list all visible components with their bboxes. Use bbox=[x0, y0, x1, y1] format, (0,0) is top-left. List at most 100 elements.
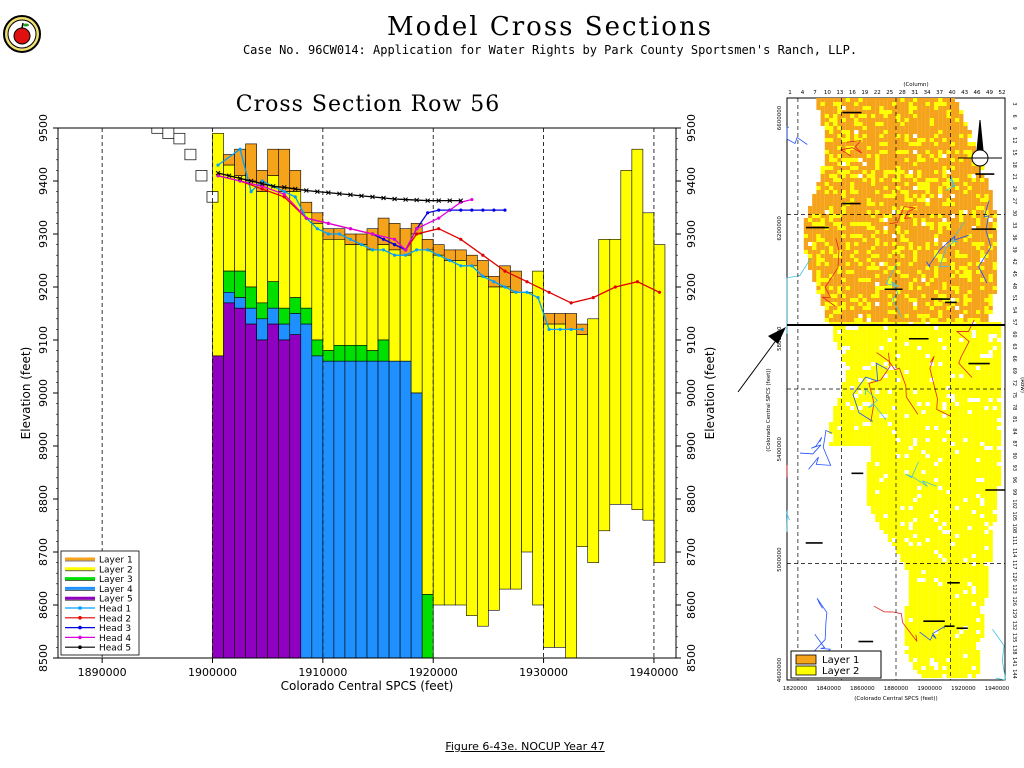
map-cell bbox=[829, 190, 834, 194]
map-cell bbox=[862, 154, 867, 158]
map-cell bbox=[980, 382, 985, 386]
map-cell bbox=[812, 234, 817, 238]
map-cell bbox=[900, 234, 905, 238]
map-cell bbox=[988, 330, 993, 334]
map-cell bbox=[858, 234, 863, 238]
map-cell bbox=[921, 426, 926, 430]
map-cell bbox=[971, 430, 976, 434]
map-cell bbox=[833, 98, 838, 102]
map-cell bbox=[892, 410, 897, 414]
map-cell bbox=[913, 186, 918, 190]
map-cell bbox=[929, 570, 934, 574]
map-cell bbox=[992, 342, 997, 346]
map-cell bbox=[929, 590, 934, 594]
map-cell bbox=[963, 366, 968, 370]
map-cell bbox=[921, 514, 926, 518]
map-cell bbox=[904, 198, 909, 202]
map-cell bbox=[896, 434, 901, 438]
map-cell bbox=[887, 394, 892, 398]
map-cell bbox=[976, 430, 981, 434]
map-cell bbox=[942, 434, 947, 438]
map-cell bbox=[879, 430, 884, 434]
map-cell bbox=[942, 586, 947, 590]
map-cell bbox=[858, 422, 863, 426]
map-cell bbox=[892, 222, 897, 226]
map-cell bbox=[875, 154, 880, 158]
map-cell bbox=[904, 206, 909, 210]
map-cell bbox=[955, 606, 960, 610]
map-cell bbox=[892, 498, 897, 502]
map-cell bbox=[833, 330, 838, 334]
map-cell bbox=[925, 114, 930, 118]
map-cell bbox=[963, 574, 968, 578]
map-cell bbox=[938, 538, 943, 542]
map-cell bbox=[854, 370, 859, 374]
map-cell bbox=[942, 474, 947, 478]
map-cell bbox=[963, 462, 968, 466]
map-cell bbox=[942, 270, 947, 274]
map-cell bbox=[980, 446, 985, 450]
map-cell bbox=[929, 442, 934, 446]
map-cell bbox=[850, 286, 855, 290]
map-cell bbox=[988, 254, 993, 258]
point-head1 bbox=[326, 232, 330, 236]
map-cell bbox=[833, 234, 838, 238]
map-cell bbox=[921, 190, 926, 194]
map-cell bbox=[896, 470, 901, 474]
map-cell bbox=[900, 442, 905, 446]
map-cell bbox=[976, 286, 981, 290]
map-cell bbox=[921, 274, 926, 278]
map-cell bbox=[908, 582, 913, 586]
map-cell bbox=[950, 386, 955, 390]
map-cell bbox=[980, 578, 985, 582]
map-cell bbox=[980, 306, 985, 310]
map-cell bbox=[934, 502, 939, 506]
map-cell bbox=[833, 202, 838, 206]
map-cell bbox=[967, 206, 972, 210]
map-cell bbox=[892, 382, 897, 386]
map-cell bbox=[921, 330, 926, 334]
map-cell bbox=[845, 118, 850, 122]
map-cell bbox=[908, 586, 913, 590]
map-cell bbox=[967, 366, 972, 370]
map-cell bbox=[950, 534, 955, 538]
map-cell bbox=[942, 502, 947, 506]
map-cell bbox=[976, 250, 981, 254]
map-cell bbox=[980, 174, 985, 178]
map-cell bbox=[883, 350, 888, 354]
map-cell bbox=[892, 190, 897, 194]
map-cell bbox=[980, 398, 985, 402]
map-cell bbox=[866, 254, 871, 258]
map-cell bbox=[942, 298, 947, 302]
map-cell bbox=[887, 210, 892, 214]
point-head5 bbox=[303, 188, 309, 193]
map-cell bbox=[929, 282, 934, 286]
map-cell bbox=[913, 226, 918, 230]
map-cell bbox=[900, 154, 905, 158]
map-cell bbox=[955, 270, 960, 274]
map-cell bbox=[824, 314, 829, 318]
map-cell bbox=[875, 158, 880, 162]
map-cell bbox=[934, 154, 939, 158]
map-cell bbox=[900, 202, 905, 206]
map-cell bbox=[976, 450, 981, 454]
map-cell bbox=[887, 230, 892, 234]
map-cell bbox=[955, 242, 960, 246]
map-cell bbox=[917, 578, 922, 582]
map-cell bbox=[946, 162, 951, 166]
map-cell bbox=[917, 606, 922, 610]
map-cell bbox=[992, 434, 997, 438]
map-cell bbox=[929, 250, 934, 254]
map-cell bbox=[845, 318, 850, 322]
map-cell bbox=[925, 490, 930, 494]
map-cell bbox=[967, 506, 972, 510]
map-cell bbox=[904, 410, 909, 414]
map-cell bbox=[938, 542, 943, 546]
map-cell bbox=[959, 446, 964, 450]
map-cell bbox=[900, 298, 905, 302]
map-cell bbox=[887, 386, 892, 390]
map-cell bbox=[871, 234, 876, 238]
map-cell bbox=[887, 290, 892, 294]
map-cell bbox=[997, 390, 1002, 394]
map-cell bbox=[887, 282, 892, 286]
